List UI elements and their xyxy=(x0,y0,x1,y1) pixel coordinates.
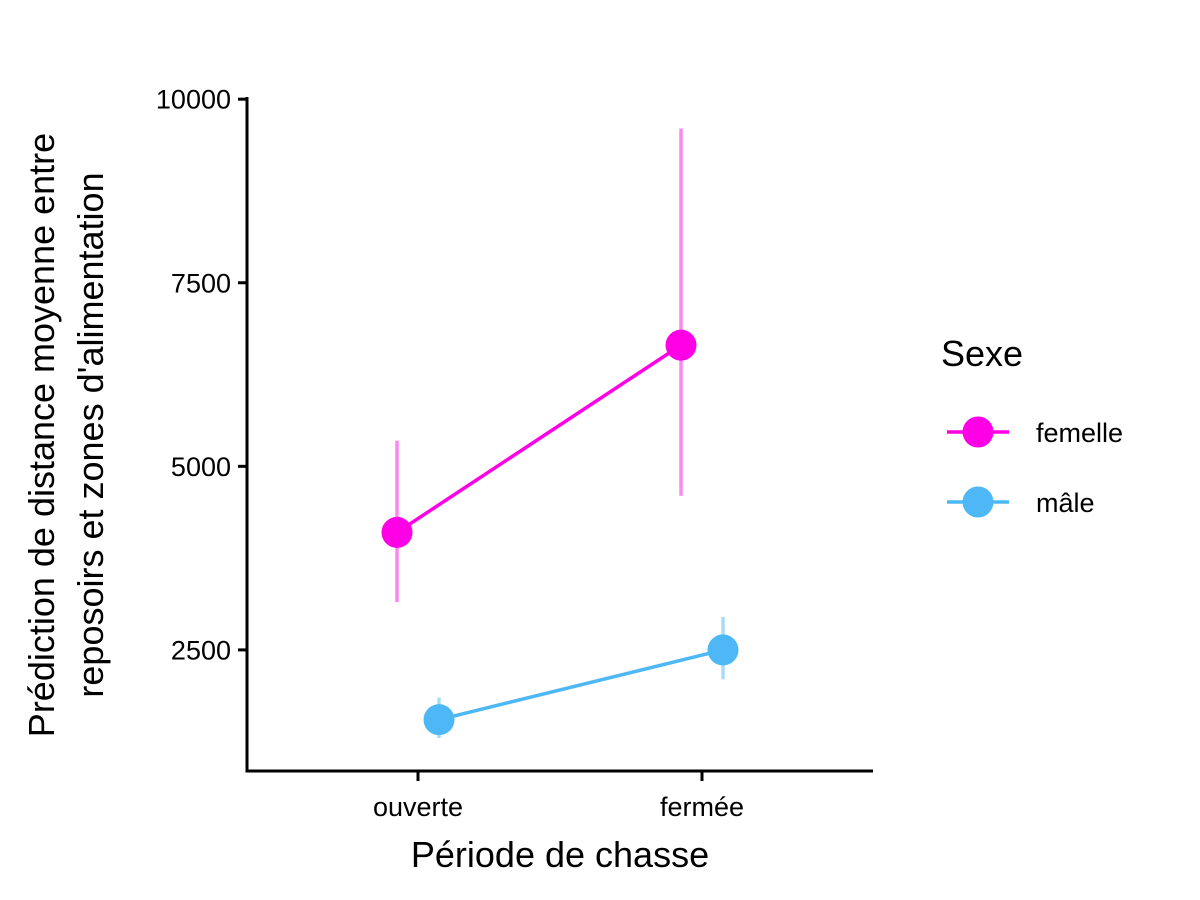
legend-key xyxy=(947,486,1009,518)
plot-area xyxy=(381,128,739,739)
legend-label: femelle xyxy=(1036,418,1123,448)
y-tick-label: 10000 xyxy=(156,85,231,115)
y-tick-label: 2500 xyxy=(171,635,231,665)
legend-key-point xyxy=(962,486,994,518)
series-line xyxy=(396,343,682,534)
y-tick-label: 5000 xyxy=(171,452,231,482)
y-tick-label: 7500 xyxy=(171,268,231,298)
data-point xyxy=(423,704,455,736)
x-tick-label: ouverte xyxy=(373,792,463,822)
y-axis-title: Prédiction de distance moyenne entre rep… xyxy=(21,133,111,737)
series-0 xyxy=(381,128,697,603)
legend-title: Sexe xyxy=(941,333,1023,374)
x-tick-label: fermée xyxy=(660,792,744,822)
axes xyxy=(245,97,873,773)
legend-key xyxy=(947,416,1009,448)
data-point xyxy=(381,516,413,548)
y-axis-title-line-2: reposoirs et zones d'alimentation xyxy=(70,172,111,697)
series-line xyxy=(438,648,724,722)
y-ticks: 2500 5000 7500 10000 xyxy=(156,85,247,665)
series-1 xyxy=(423,616,739,739)
data-point xyxy=(665,329,697,361)
legend-key-point xyxy=(962,416,994,448)
x-ticks: ouverte fermée xyxy=(373,771,744,822)
legend-label: mâle xyxy=(1036,488,1095,518)
x-axis-title: Période de chasse xyxy=(411,834,709,875)
y-axis-title-line-1: Prédiction de distance moyenne entre xyxy=(21,133,62,737)
data-point xyxy=(707,634,739,666)
legend: Sexe femelle mâle xyxy=(941,333,1123,518)
